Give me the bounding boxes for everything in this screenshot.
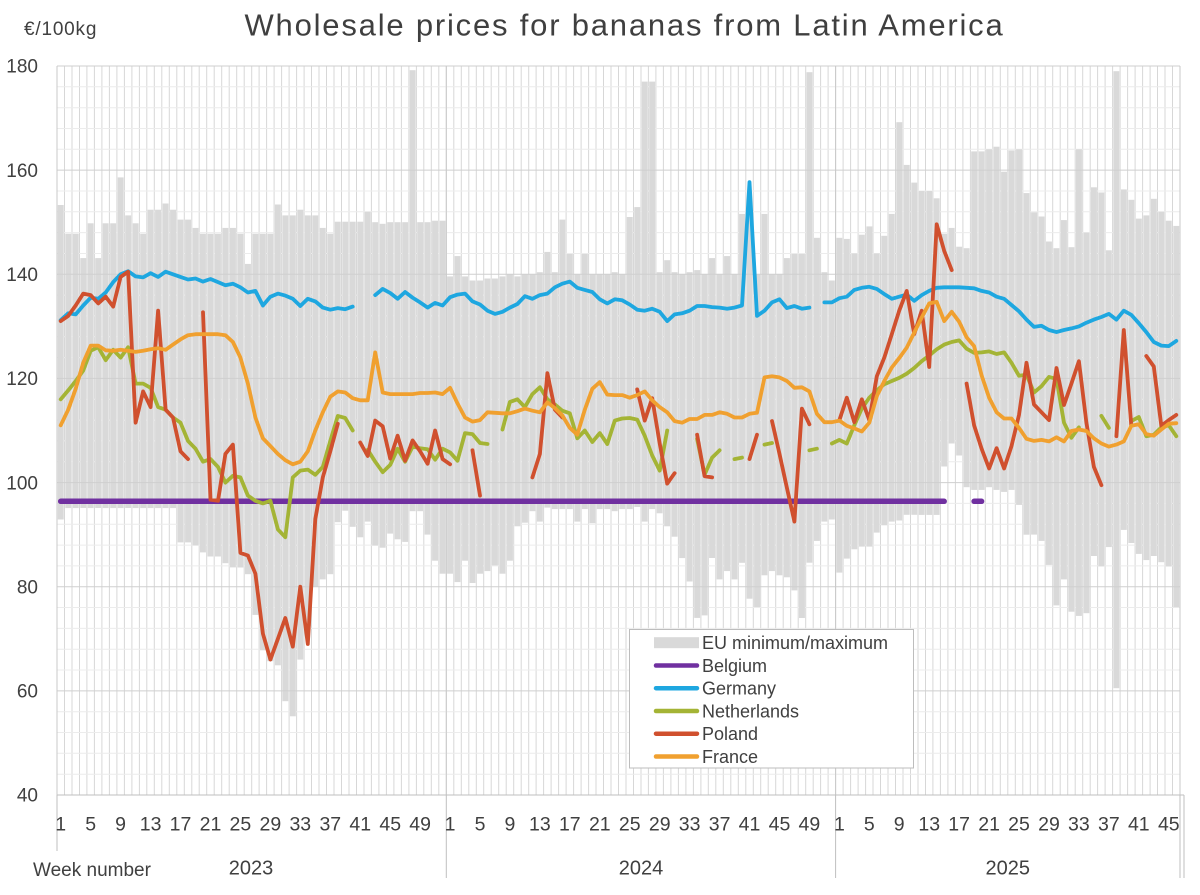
svg-text:41: 41	[1128, 814, 1150, 836]
svg-text:33: 33	[679, 814, 701, 836]
svg-text:Netherlands: Netherlands	[702, 702, 799, 722]
svg-text:5: 5	[475, 814, 486, 836]
svg-text:5: 5	[85, 814, 96, 836]
svg-text:17: 17	[559, 814, 581, 836]
svg-text:40: 40	[17, 786, 38, 807]
svg-text:2024: 2024	[619, 858, 664, 880]
svg-text:37: 37	[319, 814, 341, 836]
svg-text:17: 17	[170, 814, 192, 836]
svg-text:29: 29	[649, 814, 671, 836]
svg-text:49: 49	[799, 814, 821, 836]
svg-text:Week number: Week number	[33, 860, 152, 881]
svg-text:60: 60	[17, 682, 38, 703]
svg-text:1: 1	[445, 814, 456, 836]
svg-text:45: 45	[379, 814, 401, 836]
svg-text:2025: 2025	[986, 858, 1031, 880]
svg-text:25: 25	[619, 814, 641, 836]
svg-text:France: France	[702, 747, 758, 767]
svg-text:120: 120	[6, 369, 38, 390]
svg-text:13: 13	[140, 814, 162, 836]
svg-text:25: 25	[230, 814, 252, 836]
svg-text:21: 21	[200, 814, 222, 836]
svg-text:37: 37	[709, 814, 731, 836]
svg-text:13: 13	[529, 814, 551, 836]
svg-text:49: 49	[409, 814, 431, 836]
svg-text:9: 9	[504, 814, 515, 836]
svg-text:Poland: Poland	[702, 724, 758, 744]
svg-text:37: 37	[1098, 814, 1120, 836]
svg-text:EU minimum/maximum: EU minimum/maximum	[702, 633, 888, 653]
svg-text:13: 13	[918, 814, 940, 836]
svg-text:25: 25	[1008, 814, 1030, 836]
svg-text:29: 29	[1038, 814, 1060, 836]
svg-text:160: 160	[6, 161, 38, 182]
svg-text:9: 9	[115, 814, 126, 836]
svg-text:1: 1	[55, 814, 66, 836]
svg-text:Belgium: Belgium	[702, 656, 767, 676]
svg-text:33: 33	[1068, 814, 1090, 836]
svg-text:9: 9	[894, 814, 905, 836]
svg-text:140: 140	[6, 265, 38, 286]
svg-text:41: 41	[739, 814, 761, 836]
svg-text:Wholesale prices for bananas f: Wholesale prices for bananas from Latin …	[244, 7, 1004, 42]
svg-text:29: 29	[260, 814, 282, 836]
svg-text:Germany: Germany	[702, 679, 776, 699]
svg-text:€/100kg: €/100kg	[24, 19, 97, 40]
svg-text:5: 5	[864, 814, 875, 836]
svg-text:17: 17	[948, 814, 970, 836]
svg-text:33: 33	[289, 814, 311, 836]
svg-text:180: 180	[6, 57, 38, 78]
svg-text:41: 41	[349, 814, 371, 836]
svg-text:2023: 2023	[229, 858, 274, 880]
svg-text:100: 100	[6, 473, 38, 494]
svg-text:21: 21	[589, 814, 611, 836]
svg-text:21: 21	[978, 814, 1000, 836]
svg-text:80: 80	[17, 577, 38, 598]
svg-text:45: 45	[769, 814, 791, 836]
svg-text:1: 1	[834, 814, 845, 836]
svg-text:45: 45	[1158, 814, 1180, 836]
